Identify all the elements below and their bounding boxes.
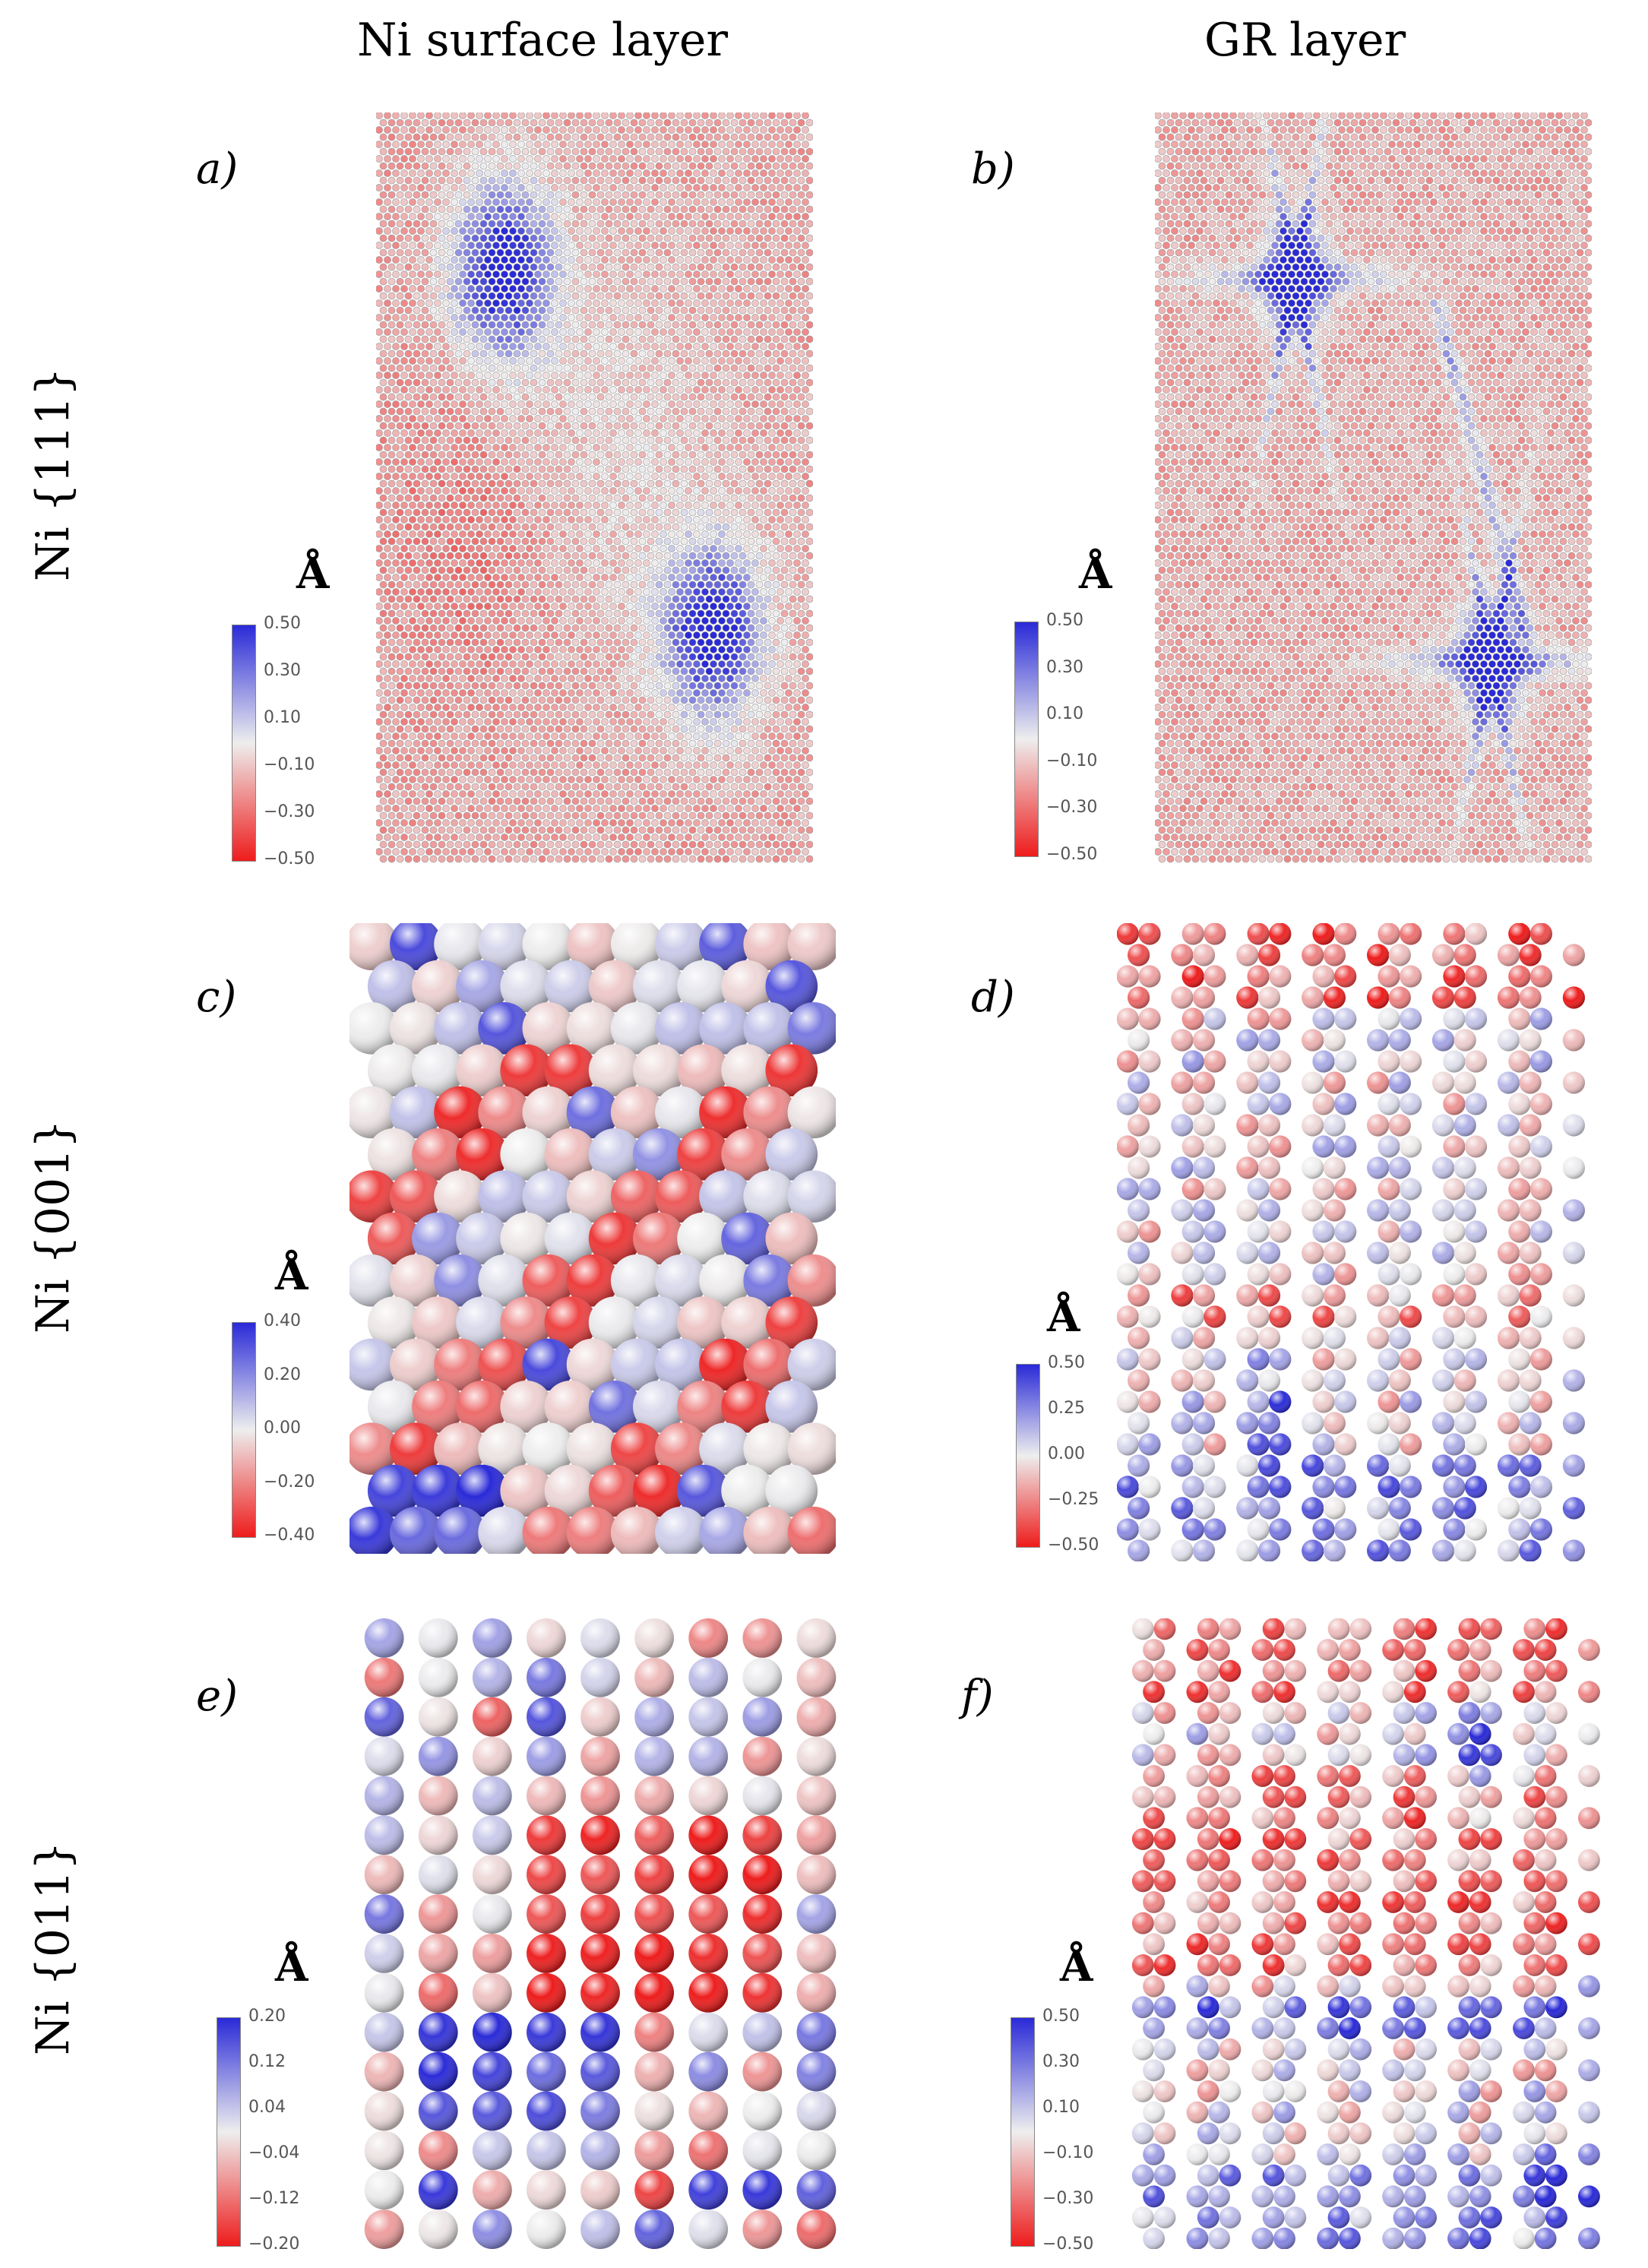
colorbar-tick-label: 0.12 <box>248 2052 286 2071</box>
colorbar-tick-label: 0.50 <box>1048 1353 1085 1372</box>
colorbar-tick-label: 0.40 <box>264 1311 301 1330</box>
colorbar-tick-label: 0.10 <box>1046 704 1083 724</box>
colorbar-tick-label: 0.04 <box>248 2098 286 2117</box>
column-header-gr-layer: GR layer <box>1204 14 1406 67</box>
colorbar-tick-label: −0.25 <box>1048 1490 1099 1509</box>
panel-label-e: e) <box>196 1672 238 1721</box>
colorbar-f <box>1011 2017 1035 2247</box>
panel-label-f: f) <box>961 1672 994 1721</box>
colorbar-d <box>1016 1364 1040 1548</box>
panel-e-sphere-map <box>364 1618 837 2249</box>
colorbar-tick-label: −0.50 <box>1046 845 1098 864</box>
panel-a-displacement-map <box>376 112 813 863</box>
colorbar-tick-label: 0.10 <box>1042 2098 1080 2117</box>
panel-label-d: d) <box>971 973 1015 1022</box>
colorbar-c <box>232 1322 256 1538</box>
unit-label-b: Å <box>1079 549 1112 599</box>
panel-b-displacement-map <box>1155 112 1592 863</box>
colorbar-tick-label: 0.50 <box>1046 611 1083 630</box>
panel-label-c: c) <box>196 973 237 1022</box>
panel-d-graphene-map <box>1117 923 1585 1561</box>
colorbar-tick-label: 0.30 <box>1046 657 1083 677</box>
colorbar-tick-label: −0.04 <box>248 2143 300 2162</box>
colorbar-e <box>217 2017 241 2247</box>
unit-label-f: Å <box>1060 1941 1093 1991</box>
column-header-ni-surface: Ni surface layer <box>357 14 729 67</box>
colorbar-tick-label: −0.10 <box>1042 2143 1094 2162</box>
colorbar-tick-label: −0.40 <box>264 1526 315 1545</box>
row-header-ni111: Ni {111} <box>27 367 80 581</box>
unit-label-a: Å <box>296 549 330 599</box>
colorbar-tick-label: 0.20 <box>264 1365 301 1384</box>
colorbar-tick-label: 0.30 <box>1042 2052 1080 2071</box>
colorbar-tick-label: 0.00 <box>264 1419 301 1438</box>
colorbar-tick-label: −0.12 <box>248 2189 300 2208</box>
colorbar-a <box>232 625 256 862</box>
panel-label-a: a) <box>196 144 239 194</box>
colorbar-tick-label: 0.30 <box>264 661 301 680</box>
unit-label-e: Å <box>275 1941 308 1991</box>
colorbar-tick-label: 0.50 <box>264 614 301 633</box>
colorbar-tick-label: −0.50 <box>1042 2235 1094 2254</box>
colorbar-tick-label: −0.30 <box>264 802 315 821</box>
colorbar-tick-label: −0.10 <box>264 755 315 774</box>
panel-label-b: b) <box>971 144 1015 194</box>
colorbar-tick-label: −0.30 <box>1042 2189 1094 2208</box>
colorbar-tick-label: −0.20 <box>264 1472 315 1491</box>
colorbar-tick-label: −0.50 <box>264 849 315 868</box>
colorbar-tick-label: 0.20 <box>248 2007 286 2026</box>
unit-label-d: Å <box>1047 1292 1080 1342</box>
colorbar-tick-label: 0.00 <box>1048 1444 1085 1463</box>
colorbar-b <box>1014 622 1039 857</box>
colorbar-tick-label: −0.10 <box>1046 751 1098 770</box>
colorbar-tick-label: −0.50 <box>1048 1536 1099 1555</box>
panel-f-graphene-map <box>1132 1618 1600 2249</box>
colorbar-tick-label: 0.25 <box>1048 1399 1085 1418</box>
colorbar-tick-label: 0.50 <box>1042 2007 1080 2026</box>
row-header-ni011: Ni {011} <box>27 1841 80 2055</box>
colorbar-tick-label: −0.20 <box>248 2235 300 2254</box>
panel-c-sphere-map <box>350 923 836 1554</box>
colorbar-tick-label: 0.10 <box>264 708 301 727</box>
unit-label-c: Å <box>275 1250 308 1300</box>
row-header-ni001: Ni {001} <box>27 1119 80 1333</box>
colorbar-tick-label: −0.30 <box>1046 798 1098 818</box>
